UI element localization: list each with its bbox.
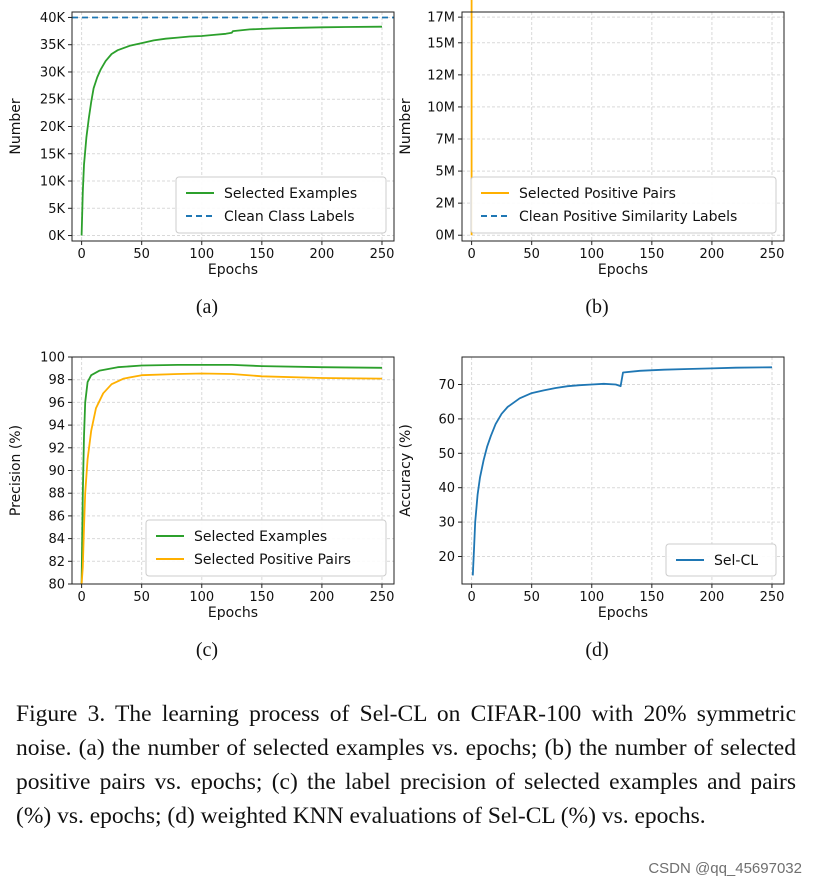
y-tick-label: 30: [438, 516, 455, 531]
y-tick-label: 92: [48, 441, 65, 456]
x-tick-label: 0: [467, 590, 475, 605]
chart-panel-a: 0 50 100 150 200 250 0K 5K 10K 15K 20K 25K 30K 35K 40K…: [8, 11, 395, 318]
legend-box: [665, 543, 777, 577]
y-tick-label: 50: [438, 447, 455, 462]
y-tick-label: 96: [48, 396, 65, 411]
x-tick-label: 100: [579, 247, 604, 262]
x-tick-label: 150: [249, 247, 274, 262]
legend-label: Selected Positive Pairs: [519, 186, 676, 202]
y-axis-label: Accuracy (%): [398, 424, 414, 517]
x-tick-label: 100: [189, 247, 214, 262]
x-tick-label: 0: [467, 247, 475, 262]
chart-panel-b: 0 50 100 150 200 250 0M 2M 5M 7M 10M 12M 15M 17M Epoch…: [398, 0, 785, 318]
y-tick-label: 15K: [40, 147, 66, 162]
y-tick-label: 10M: [427, 100, 455, 115]
legend-label: Clean Positive Similarity Labels: [519, 209, 737, 225]
y-axis-label: Number: [8, 98, 24, 154]
y-tick-label: 84: [48, 532, 65, 547]
y-tick-label: 90: [48, 464, 65, 479]
x-axis-label: Epochs: [598, 262, 648, 278]
x-tick-label: 50: [133, 247, 150, 262]
legend-box: [175, 176, 387, 234]
y-tick-label: 25K: [40, 93, 66, 108]
x-tick-label: 200: [309, 247, 334, 262]
chart-panel-d: 0 50 100 150 200 250 20 30 40 50 60 70 Epochs Accurac…: [398, 356, 785, 661]
y-tick-label: 94: [48, 419, 65, 434]
x-axis-label: Epochs: [598, 605, 648, 621]
y-tick-label: 5K: [48, 202, 65, 217]
x-tick-label: 0: [77, 247, 85, 262]
y-tick-label: 30K: [40, 65, 66, 80]
y-tick-label: 70: [438, 378, 455, 393]
panel-label: (b): [585, 296, 608, 318]
plot-frame: [461, 356, 785, 585]
y-tick-label: 2M: [436, 197, 456, 212]
x-tick-label: 0: [77, 590, 85, 605]
y-tick-label: 7M: [436, 133, 456, 148]
y-tick-label: 0M: [436, 229, 456, 244]
plot-frame: [461, 11, 785, 242]
y-tick-label: 40K: [40, 11, 66, 26]
figure-caption: Figure 3. The learning process of Sel-CL…: [16, 701, 796, 829]
series-line-selected-examples: [80, 25, 383, 236]
x-tick-label: 250: [370, 590, 395, 605]
legend-label: Clean Class Labels: [224, 209, 355, 225]
y-axis-label: Precision (%): [8, 425, 24, 516]
panel-label: (a): [196, 296, 218, 318]
legend-label: Selected Positive Pairs: [194, 552, 351, 568]
x-tick-label: 100: [189, 590, 214, 605]
y-tick-label: 0K: [48, 229, 65, 244]
legend-box: [470, 176, 777, 234]
x-tick-label: 50: [133, 590, 150, 605]
series-line-sel-cl: [471, 366, 773, 576]
y-tick-label: 5M: [436, 165, 456, 180]
x-tick-label: 100: [579, 590, 604, 605]
y-tick-label: 82: [48, 555, 65, 570]
y-tick-label: 17M: [427, 11, 455, 26]
y-tick-label: 12M: [427, 68, 455, 83]
x-tick-label: 50: [523, 590, 540, 605]
y-tick-label: 35K: [40, 38, 66, 53]
y-tick-label: 15M: [427, 36, 455, 51]
y-tick-label: 80: [48, 578, 65, 593]
x-tick-label: 200: [309, 590, 334, 605]
y-tick-label: 10K: [40, 175, 66, 190]
legend-label: Sel-CL: [714, 553, 758, 569]
y-tick-label: 20: [438, 550, 455, 565]
x-tick-label: 250: [760, 247, 785, 262]
x-tick-label: 200: [699, 247, 724, 262]
y-tick-label: 20K: [40, 120, 66, 135]
figure-panels: 0 50 100 150 200 2500K5K10K15K20K25K30K35K40K…: [8, 0, 785, 661]
y-tick-label: 40: [438, 481, 455, 496]
x-tick-label: 150: [639, 590, 664, 605]
legend-label: Selected Examples: [224, 186, 357, 202]
y-axis-label: Number: [398, 98, 414, 154]
legend-box: [145, 519, 387, 577]
x-tick-label: 250: [370, 247, 395, 262]
y-tick-label: 86: [48, 509, 65, 524]
x-tick-label: 250: [760, 590, 785, 605]
y-tick-label: 100: [40, 351, 65, 366]
x-tick-label: 50: [523, 247, 540, 262]
legend-label: Selected Examples: [194, 529, 327, 545]
y-tick-label: 88: [48, 487, 65, 502]
series-line-selected-positive-pairs: [80, 372, 383, 585]
series-line-selected-examples: [80, 364, 383, 585]
y-tick-label: 98: [48, 373, 65, 388]
y-tick-label: 60: [438, 412, 455, 427]
panel-label: (c): [196, 639, 218, 661]
chart-panel-c: 0 50 100 150 200 25080828486889092949698100Ep…: [8, 351, 395, 661]
x-tick-label: 150: [249, 590, 274, 605]
panel-label: (d): [585, 639, 608, 661]
x-axis-label: Epochs: [208, 605, 258, 621]
watermark: CSDN @qq_45697032: [648, 860, 802, 877]
x-tick-label: 200: [699, 590, 724, 605]
x-tick-label: 150: [639, 247, 664, 262]
x-axis-label: Epochs: [208, 262, 258, 278]
